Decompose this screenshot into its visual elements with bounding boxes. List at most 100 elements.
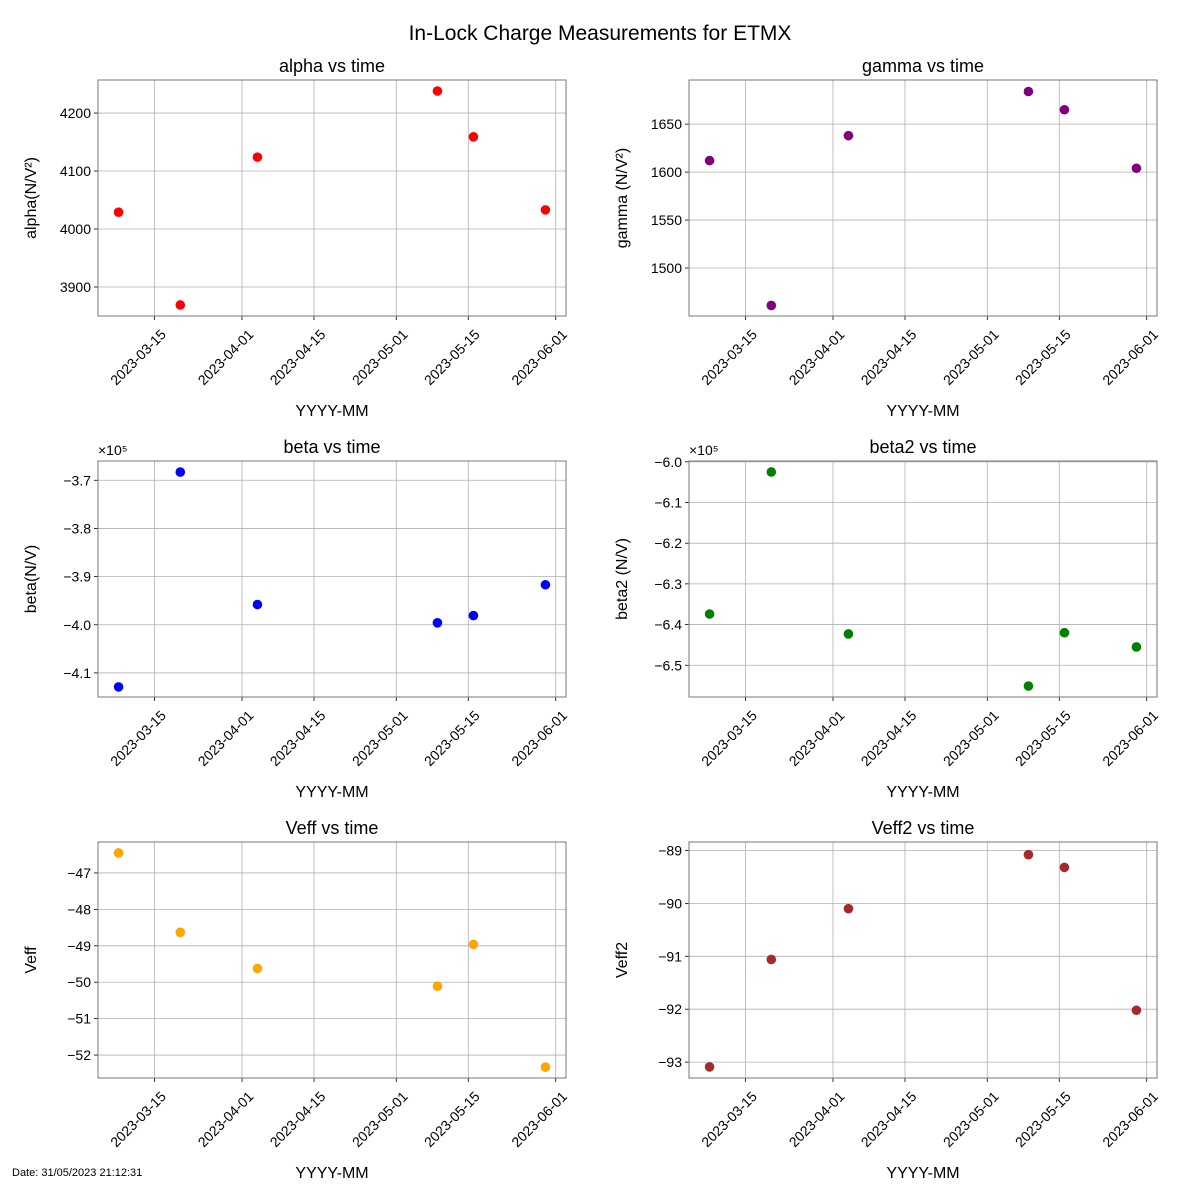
axes-frame (97, 79, 567, 317)
y-tick-label: −6.5 (654, 657, 682, 673)
x-tick-label: 2023-03-15 (698, 707, 760, 769)
y-axis-label: beta(N/V) (23, 545, 40, 613)
x-tick-label: 2023-04-15 (267, 707, 329, 769)
x-tick-label: 2023-06-01 (1099, 326, 1161, 388)
subplot-5: 2023-03-15 2023-04-01 2023-04-15 2023-05-01… (23, 818, 570, 1182)
y-axis-label: Veff (23, 946, 40, 974)
x-axis-label: YYYY-MM (295, 403, 368, 420)
data-point (1023, 681, 1034, 691)
y-tick-label: −4.0 (63, 617, 91, 633)
x-tick-label: 2023-04-15 (267, 1088, 329, 1150)
x-tick-label: 2023-06-01 (508, 1088, 570, 1150)
y-axis-label: gamma (N/V²) (614, 148, 631, 248)
data-point (252, 152, 263, 162)
y-tick-label: 4200 (60, 105, 91, 121)
x-tick-label: 2023-05-15 (1012, 326, 1074, 388)
y-tick-label: −3.8 (63, 520, 91, 536)
data-point (704, 1062, 715, 1072)
x-tick-label: 2023-04-01 (786, 326, 848, 388)
data-point (113, 207, 124, 218)
data-point (432, 618, 443, 628)
footer-date: Date: 31/05/2023 21:12:31 (12, 1167, 142, 1179)
y-tick-label: −89 (658, 842, 682, 858)
data-point (766, 954, 777, 965)
y-tick-label: 1600 (651, 164, 682, 180)
data-point (468, 132, 479, 142)
data-point (175, 927, 186, 938)
y-tick-label: −52 (67, 1047, 91, 1063)
y-axis-label: beta2 (N/V) (614, 538, 631, 620)
x-tick-label: 2023-05-01 (940, 326, 1002, 388)
y-tick-label: −4.1 (63, 665, 91, 681)
y-offset-label: ×10⁵ (689, 442, 719, 458)
x-tick-label: 2023-05-01 (349, 326, 411, 388)
data-point (843, 903, 854, 914)
x-tick-label: 2023-04-15 (267, 326, 329, 388)
y-tick-label: −93 (658, 1054, 682, 1070)
figure-title: In-Lock Charge Measurements for ETMX (409, 22, 792, 45)
x-tick-label: 2023-05-01 (940, 1088, 1002, 1150)
x-tick-label: 2023-04-01 (195, 707, 257, 769)
y-tick-label: −6.4 (654, 617, 682, 633)
y-tick-label: 4000 (60, 221, 91, 237)
data-point (432, 86, 443, 96)
data-point (843, 629, 854, 639)
x-tick-label: 2023-05-15 (421, 1088, 483, 1150)
y-tick-label: −50 (67, 974, 91, 990)
x-tick-label: 2023-04-01 (786, 707, 848, 769)
y-tick-label: −49 (67, 938, 91, 954)
y-axis-label: alpha(N/V²) (23, 157, 40, 239)
x-tick-label: 2023-03-15 (107, 707, 169, 769)
x-axis-label: YYYY-MM (886, 403, 959, 420)
subplot-4: 2023-03-15 2023-04-01 2023-04-15 2023-05-01… (614, 437, 1161, 801)
y-tick-label: 1500 (651, 260, 682, 276)
data-point (704, 155, 715, 166)
axes-frame (688, 841, 1158, 1079)
data-point (766, 467, 777, 477)
x-tick-label: 2023-05-15 (421, 707, 483, 769)
x-tick-label: 2023-06-01 (508, 707, 570, 769)
x-tick-label: 2023-04-01 (195, 1088, 257, 1150)
data-point (1059, 862, 1070, 873)
data-point (766, 300, 777, 311)
data-point (113, 682, 124, 692)
data-point (540, 579, 551, 590)
data-point (1023, 849, 1034, 860)
axes-frame (97, 460, 567, 698)
y-tick-label: −48 (67, 901, 91, 917)
y-tick-label: −6.0 (654, 454, 682, 470)
data-point (432, 981, 443, 992)
x-tick-label: 2023-05-15 (421, 326, 483, 388)
x-tick-label: 2023-04-15 (858, 1088, 920, 1150)
data-point (1131, 1005, 1142, 1016)
x-axis-label: YYYY-MM (295, 1165, 368, 1182)
x-tick-label: 2023-03-15 (698, 1088, 760, 1150)
data-point (540, 205, 551, 215)
x-tick-label: 2023-05-01 (940, 707, 1002, 769)
subplot-2: 2023-03-15 2023-04-01 2023-04-15 2023-05-01… (614, 56, 1161, 420)
x-tick-label: 2023-06-01 (1099, 707, 1161, 769)
axes-frame (97, 841, 567, 1079)
x-tick-label: 2023-06-01 (508, 326, 570, 388)
subplot-1: 2023-03-15 2023-04-01 2023-04-15 2023-05-01… (23, 56, 570, 420)
y-tick-label: −92 (658, 1001, 682, 1017)
y-tick-label: −6.1 (654, 495, 682, 511)
subplot-3: 2023-03-15 2023-04-01 2023-04-15 2023-05-01… (23, 437, 570, 801)
subplot-title: Veff2 vs time (872, 818, 975, 838)
subplot-title: gamma vs time (862, 56, 984, 76)
data-point (113, 848, 124, 858)
data-point (1023, 86, 1034, 97)
data-point (175, 300, 186, 310)
x-tick-label: 2023-04-01 (195, 326, 257, 388)
x-axis-label: YYYY-MM (886, 784, 959, 801)
axes-frame (688, 79, 1158, 317)
x-tick-label: 2023-05-15 (1012, 1088, 1074, 1150)
x-tick-label: 2023-03-15 (698, 326, 760, 388)
y-tick-label: −51 (67, 1011, 91, 1027)
y-tick-label: −3.9 (63, 569, 91, 585)
subplot-title: beta vs time (283, 437, 380, 457)
data-point (1059, 627, 1070, 638)
data-point (1131, 163, 1142, 174)
y-tick-label: −91 (658, 948, 682, 964)
x-axis-label: YYYY-MM (295, 784, 368, 801)
